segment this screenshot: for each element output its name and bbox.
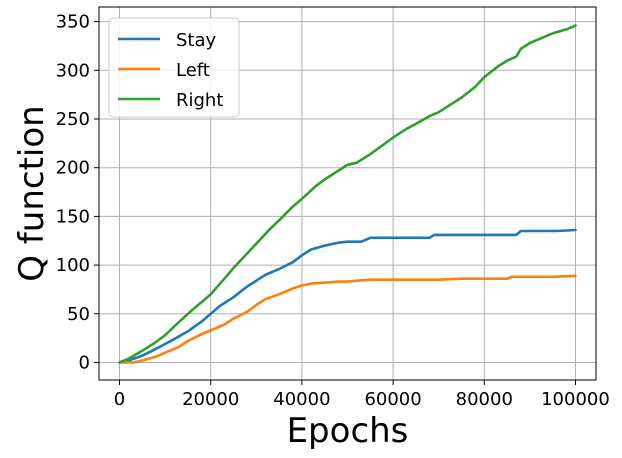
legend: Stay Left Right: [108, 17, 240, 118]
x-tick-label: 0: [114, 389, 125, 410]
x-axis-label: Epochs: [287, 411, 409, 451]
y-tick-label: 350: [56, 12, 90, 33]
x-tick-label: 100000: [541, 389, 610, 410]
legend-label-stay: Stay: [176, 30, 217, 51]
y-tick-label: 300: [56, 60, 90, 81]
x-tick-label: 60000: [364, 389, 421, 410]
legend-box: [108, 17, 240, 118]
y-tick-label: 50: [67, 304, 90, 325]
y-tick-label: 200: [56, 158, 90, 179]
series-lines: [118, 24, 577, 364]
series-line-stay: [118, 228, 577, 364]
legend-label-left: Left: [176, 60, 210, 81]
y-tick-label: 0: [79, 352, 90, 373]
x-tick-label: 40000: [273, 389, 330, 410]
y-tick-label: 250: [56, 109, 90, 130]
x-tick-label: 80000: [456, 389, 513, 410]
x-tick-label: 20000: [182, 389, 239, 410]
y-tick-label: 100: [56, 255, 90, 276]
series-line-right: [118, 24, 577, 364]
plot-frame: [98, 6, 597, 381]
axis-ticks: 0 20000 40000 60000 80000 100000 0 50 100 150 200 2…: [56, 12, 610, 410]
legend-label-right: Right: [176, 90, 223, 111]
y-tick-label: 150: [56, 206, 90, 227]
grid-lines: [99, 7, 596, 380]
y-axis-label: Q function: [12, 105, 52, 281]
series-line-left: [118, 274, 577, 364]
